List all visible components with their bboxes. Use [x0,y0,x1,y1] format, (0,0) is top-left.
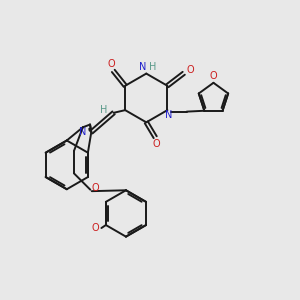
Text: O: O [108,59,116,69]
Text: O: O [210,71,217,81]
Text: O: O [92,183,100,193]
Text: O: O [91,223,99,233]
Text: H: H [148,62,156,72]
Text: N: N [165,110,172,120]
Text: N: N [79,127,86,137]
Text: H: H [100,105,107,115]
Text: O: O [187,65,194,75]
Text: O: O [153,139,160,149]
Text: N: N [139,62,146,72]
